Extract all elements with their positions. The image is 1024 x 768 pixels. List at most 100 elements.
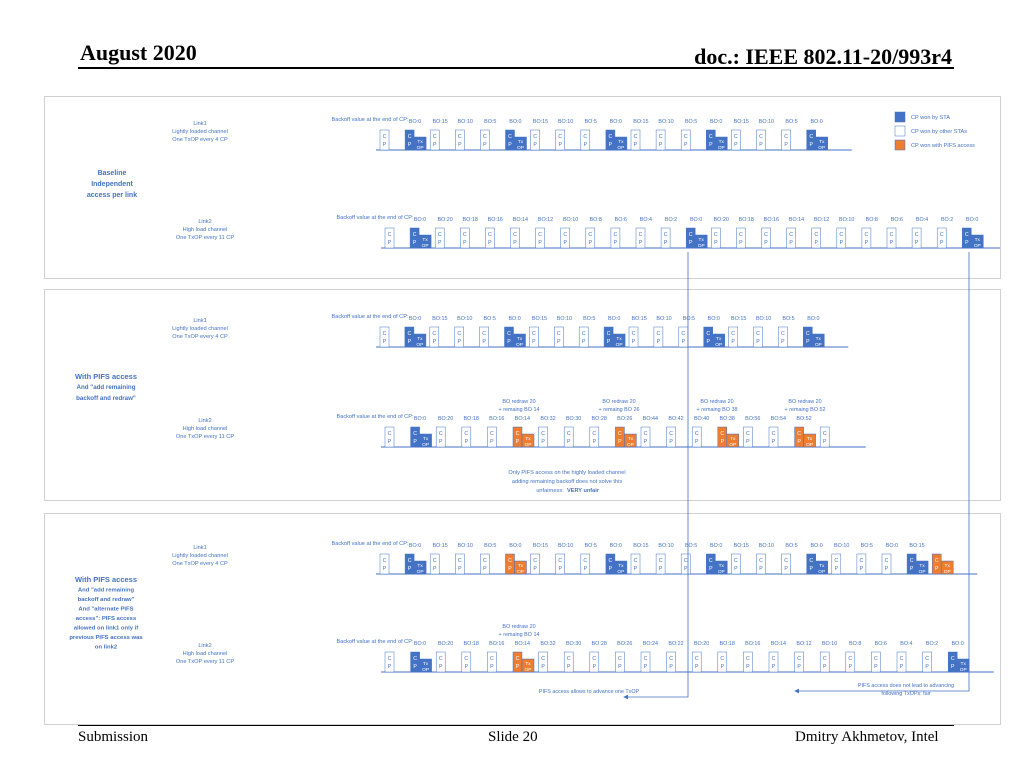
cp-slot-label: P bbox=[695, 439, 699, 445]
cp-slot-label: P bbox=[784, 566, 788, 572]
cp-slot bbox=[384, 426, 395, 448]
backoff-value: BO:2 bbox=[941, 217, 953, 223]
cp-slot bbox=[655, 129, 666, 151]
cp-slot-label: C bbox=[695, 656, 699, 662]
cp-slot-label: C bbox=[538, 232, 542, 238]
cp-slot-label: P bbox=[463, 240, 467, 246]
cp-slot-label: C bbox=[848, 656, 852, 662]
legend-swatch bbox=[894, 125, 906, 137]
scenario-title: on link2 bbox=[95, 645, 118, 651]
cp-slot bbox=[384, 227, 395, 249]
txop-block bbox=[514, 560, 527, 575]
backoff-value: BO:15 bbox=[532, 316, 547, 322]
txop-label: OP bbox=[616, 342, 623, 348]
backoff-value: BO:5 bbox=[785, 543, 797, 549]
cp-slot-label: C bbox=[784, 558, 788, 564]
backoff-value: BO:10 bbox=[759, 543, 774, 549]
cp-slot-label: P bbox=[806, 339, 810, 345]
cp-slot-label: C bbox=[739, 232, 743, 238]
txop-block bbox=[694, 234, 708, 249]
cp-slot bbox=[510, 227, 520, 249]
cp-slot-label: C bbox=[940, 232, 944, 238]
cp-slot bbox=[711, 227, 721, 249]
cp-slot bbox=[756, 129, 766, 151]
link-name: Link1 bbox=[193, 121, 206, 127]
cp-slot-label: C bbox=[432, 331, 436, 337]
backoff-value: BO:10 bbox=[656, 316, 671, 322]
backoff-value: BO:5 bbox=[484, 119, 496, 125]
link-txop-rate: One TxOP every 11 CP bbox=[176, 235, 234, 241]
cp-slot bbox=[911, 227, 922, 249]
cp-slot-label: C bbox=[684, 134, 688, 140]
backoff-value: BO:0 bbox=[508, 316, 520, 322]
cp-slot-label: P bbox=[684, 566, 688, 572]
txop-block bbox=[521, 658, 535, 673]
cp-slot-label: P bbox=[657, 339, 661, 345]
cp-slot bbox=[786, 227, 796, 249]
cp-slot-label: P bbox=[746, 439, 750, 445]
cp-slot bbox=[630, 129, 641, 151]
backoff-value: BO:16 bbox=[489, 416, 504, 422]
backoff-value: BO:15 bbox=[633, 119, 648, 125]
cp-slot-label: P bbox=[508, 142, 512, 148]
cp-slot bbox=[778, 326, 788, 348]
txop-label: Tx bbox=[961, 661, 967, 667]
cp-slot-label: C bbox=[567, 656, 571, 662]
backoff-value: BO:15 bbox=[432, 119, 447, 125]
backoff-value: BO:10 bbox=[558, 119, 573, 125]
cp-slot-label: C bbox=[433, 134, 437, 140]
cp-slot-label: P bbox=[465, 439, 469, 445]
cp-slot-label: P bbox=[632, 339, 636, 345]
cp-slot bbox=[691, 651, 702, 673]
legend-label: CP won by STA bbox=[911, 115, 950, 121]
cp-slot-label: C bbox=[809, 558, 813, 564]
backoff-value: BO:0 bbox=[710, 119, 722, 125]
cp-slot-label: P bbox=[915, 240, 919, 246]
cp-slot-label: C bbox=[806, 331, 810, 337]
txop-label: Tx bbox=[819, 139, 825, 145]
cp-slot-label: C bbox=[582, 331, 586, 337]
cp-slot-label: C bbox=[532, 331, 536, 337]
cp-slot bbox=[429, 553, 440, 575]
cp-slot-label: P bbox=[746, 664, 750, 670]
cp-slot-label: P bbox=[589, 240, 593, 246]
backoff-value: BO:5 bbox=[585, 543, 597, 549]
scenario-title: allowed on link1 only if bbox=[74, 626, 139, 632]
backoff-value: BO:10 bbox=[658, 119, 673, 125]
cp-slot-label: P bbox=[439, 439, 443, 445]
backoff-value: BO:10 bbox=[839, 217, 854, 223]
scenario-title: backoff and redraw" bbox=[76, 395, 136, 402]
redraw-note: + remaing BO 38 bbox=[697, 407, 738, 413]
cp-slot-label: C bbox=[756, 331, 760, 337]
cp-slot-label: C bbox=[823, 656, 827, 662]
cp-slot-label: C bbox=[607, 331, 611, 337]
cp-slot-label: C bbox=[797, 431, 801, 437]
cp-slot-label: P bbox=[935, 566, 939, 572]
cp-slot-label: P bbox=[706, 339, 710, 345]
link-load: Lightly loaded channel bbox=[172, 129, 228, 135]
backoff-value: BO:18 bbox=[464, 416, 479, 422]
cp-slot-label: P bbox=[584, 142, 588, 148]
cp-slot-label: C bbox=[383, 331, 387, 337]
link-load: High load channel bbox=[183, 651, 228, 657]
cp-slot-label: P bbox=[593, 664, 597, 670]
cp-slot-label: C bbox=[706, 331, 710, 337]
link-txop-rate: One TxOP every 11 CP bbox=[176, 434, 234, 440]
footer-submission: Submission bbox=[78, 729, 149, 745]
backoff-value: BO:5 bbox=[782, 316, 794, 322]
cp-slot bbox=[529, 326, 539, 348]
backoff-value: BO:10 bbox=[457, 316, 472, 322]
advance-note: PIFS access allows to advance one TxOP bbox=[539, 689, 640, 695]
cp-slot-label: C bbox=[874, 656, 878, 662]
backoff-value: BO:15 bbox=[432, 543, 447, 549]
cp-slot-label: P bbox=[714, 240, 718, 246]
cp-slot-label: C bbox=[695, 431, 699, 437]
cp-slot bbox=[455, 129, 465, 151]
cp-slot-label: C bbox=[709, 134, 713, 140]
txop-block bbox=[513, 333, 526, 348]
cp-slot bbox=[836, 227, 847, 249]
backoff-value: BO:5 bbox=[685, 119, 697, 125]
cp-slot-label: C bbox=[541, 656, 545, 662]
backoff-value: BO:18 bbox=[720, 641, 735, 647]
backoff-value: BO:14 bbox=[515, 641, 530, 647]
